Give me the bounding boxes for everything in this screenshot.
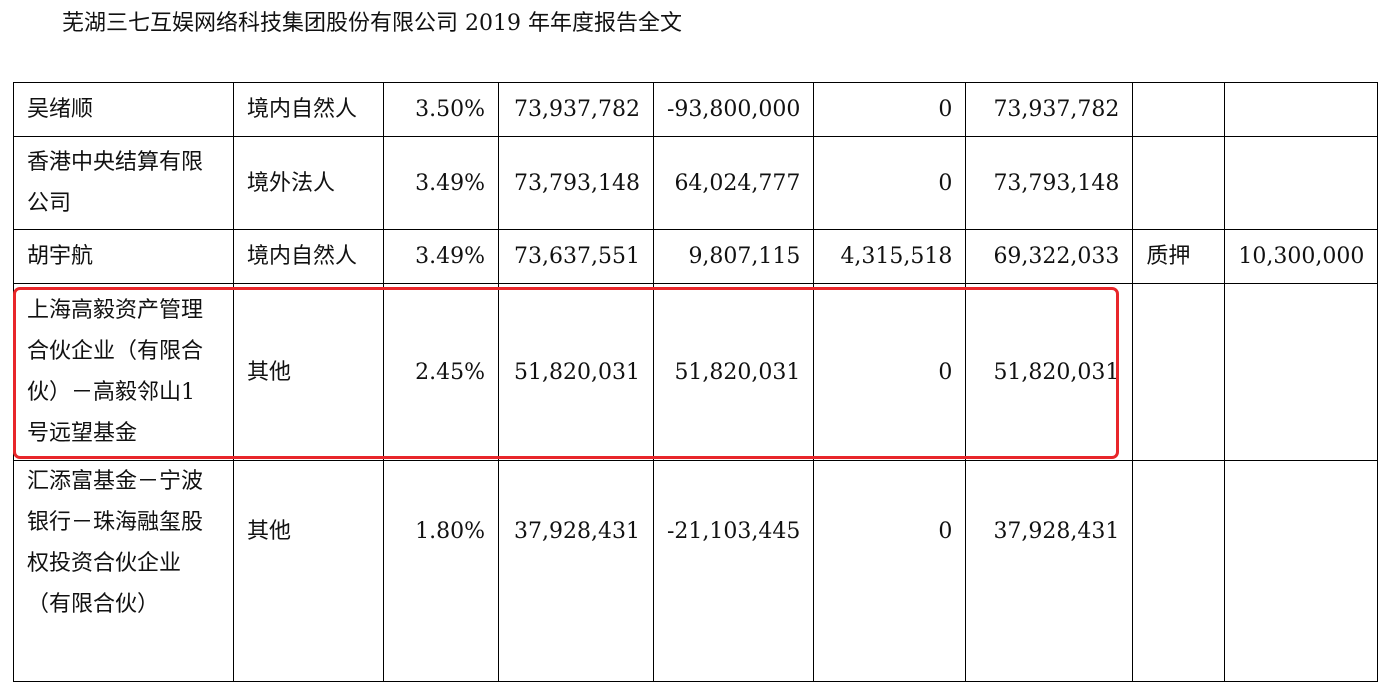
holding-ratio: 2.45%	[383, 283, 499, 461]
pledge-status	[1132, 136, 1226, 230]
holding-ratio: 3.50%	[383, 82, 499, 137]
unrestricted-shares: 73,937,782	[965, 82, 1134, 137]
pledge-status	[1132, 283, 1226, 461]
holder-name: 胡宇航	[13, 229, 234, 284]
unrestricted-shares: 37,928,431	[965, 460, 1134, 682]
shares-held: 51,820,031	[498, 283, 654, 461]
pledge-amount	[1224, 460, 1379, 682]
shares-change: -21,103,445	[652, 460, 815, 682]
holding-ratio: 3.49%	[383, 229, 499, 284]
holding-ratio: 1.80%	[383, 460, 499, 682]
unrestricted-shares: 51,820,031	[965, 283, 1134, 461]
shares-held: 73,793,148	[498, 136, 654, 230]
table-row: 上海高毅资产管理合伙企业（有限合伙）－高毅邻山1 号远望基金 其他 2.45% …	[13, 283, 1379, 461]
table-row: 汇添富基金－宁波银行－珠海融玺股权投资合伙企业（有限合伙） 其他 1.80% 3…	[13, 460, 1379, 682]
holding-ratio: 3.49%	[383, 136, 499, 230]
pledge-amount	[1224, 82, 1379, 137]
shareholder-table: 吴绪顺 境内自然人 3.50% 73,937,782 -93,800,000 0…	[13, 82, 1379, 682]
shares-held: 73,937,782	[498, 82, 654, 137]
pledge-status	[1132, 82, 1226, 137]
shares-held: 73,637,551	[498, 229, 654, 284]
pledge-status	[1132, 460, 1226, 682]
pledge-status: 质押	[1132, 229, 1226, 284]
holder-type: 境内自然人	[233, 229, 384, 284]
shares-change: 51,820,031	[652, 283, 815, 461]
holder-type: 其他	[233, 460, 384, 682]
unrestricted-shares: 73,793,148	[965, 136, 1134, 230]
restricted-shares: 0	[813, 136, 967, 230]
shares-change: 64,024,777	[652, 136, 815, 230]
pledge-amount	[1224, 136, 1379, 230]
table-row: 胡宇航 境内自然人 3.49% 73,637,551 9,807,115 4,3…	[13, 229, 1379, 284]
restricted-shares: 0	[813, 82, 967, 137]
holder-name: 香港中央结算有限公司	[13, 136, 234, 230]
restricted-shares: 0	[813, 460, 967, 682]
table-row: 吴绪顺 境内自然人 3.50% 73,937,782 -93,800,000 0…	[13, 82, 1379, 137]
shares-change: -93,800,000	[652, 82, 815, 137]
holder-name: 吴绪顺	[13, 82, 234, 137]
holder-type: 境外法人	[233, 136, 384, 230]
restricted-shares: 4,315,518	[813, 229, 967, 284]
table-row: 香港中央结算有限公司 境外法人 3.49% 73,793,148 64,024,…	[13, 136, 1379, 230]
pledge-amount: 10,300,000	[1224, 229, 1379, 284]
page-header: 芜湖三七互娱网络科技集团股份有限公司 2019 年年度报告全文	[62, 11, 682, 36]
holder-name: 汇添富基金－宁波银行－珠海融玺股权投资合伙企业（有限合伙）	[13, 460, 234, 682]
unrestricted-shares: 69,322,033	[965, 229, 1134, 284]
shares-held: 37,928,431	[498, 460, 654, 682]
holder-type: 境内自然人	[233, 82, 384, 137]
holder-name: 上海高毅资产管理合伙企业（有限合伙）－高毅邻山1 号远望基金	[13, 283, 234, 461]
restricted-shares: 0	[813, 283, 967, 461]
holder-type: 其他	[233, 283, 384, 461]
shares-change: 9,807,115	[652, 229, 815, 284]
pledge-amount	[1224, 283, 1379, 461]
